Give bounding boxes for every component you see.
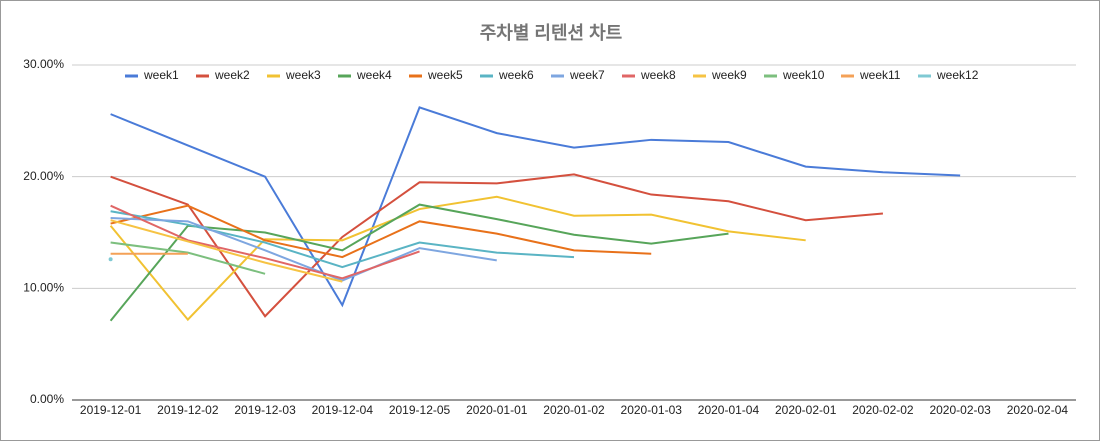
series-line [110,216,497,282]
legend-label: week3 [285,68,321,82]
x-tick-label: 2020-02-02 [852,403,914,417]
x-tick-label: 2019-12-01 [80,403,142,417]
legend-label: week4 [356,68,392,82]
legend-label: week2 [214,68,250,82]
series-line [110,204,652,259]
legend-label: week7 [569,68,605,82]
y-tick-label: 20.00% [23,169,64,183]
legend-label: week1 [143,68,179,82]
y-tick-label: 10.00% [23,281,64,295]
series-line [110,219,343,283]
x-tick-label: 2019-12-03 [234,403,296,417]
series-line [110,204,420,280]
series-line [109,203,729,322]
x-tick-label: 2020-01-04 [698,403,760,417]
x-tick-label: 2020-02-03 [929,403,991,417]
legend-label: week11 [859,68,901,82]
x-tick-label: 2020-01-03 [621,403,683,417]
x-tick-label: 2019-12-02 [157,403,219,417]
x-tick-label: 2020-01-01 [466,403,528,417]
y-tick-label: 0.00% [30,392,64,406]
legend-label: week9 [711,68,747,82]
legend-label: week12 [936,68,979,82]
series-line [109,195,806,322]
x-tick-label: 2020-01-02 [543,403,605,417]
legend-label: week10 [782,68,825,82]
series-line [110,173,884,318]
series-line [110,106,961,308]
chart-title: 주차별 리텐션 차트 [480,23,622,43]
data-point [108,257,113,262]
legend-label: week6 [498,68,534,82]
legend-label: week8 [640,68,676,82]
series-line [110,210,575,269]
x-tick-label: 2019-12-05 [389,403,451,417]
x-tick-label: 2020-02-04 [1007,403,1069,417]
x-tick-label: 2020-02-01 [775,403,837,417]
series-line [110,241,266,275]
legend-label: week5 [427,68,463,82]
x-tick-label: 2019-12-04 [312,403,374,417]
y-tick-label: 30.00% [23,57,64,71]
